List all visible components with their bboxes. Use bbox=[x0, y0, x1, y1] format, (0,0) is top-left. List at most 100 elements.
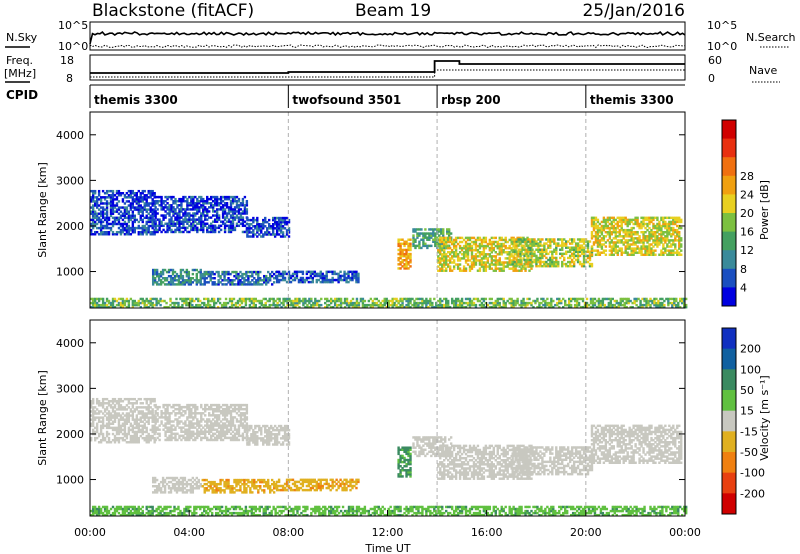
echo-cell bbox=[193, 268, 197, 272]
echo-cell bbox=[432, 228, 435, 231]
echo-cell bbox=[113, 198, 117, 201]
echo-cell bbox=[203, 270, 206, 274]
echo-cell bbox=[217, 281, 220, 284]
echo-cell bbox=[602, 216, 606, 220]
echo-cell bbox=[551, 240, 554, 243]
echo-cell bbox=[223, 195, 227, 199]
echo-cell bbox=[448, 240, 452, 244]
echo-cell bbox=[243, 210, 247, 213]
echo-cell bbox=[125, 422, 129, 426]
echo-cell bbox=[121, 206, 125, 209]
echo-cell bbox=[99, 297, 103, 301]
echo-cell bbox=[113, 206, 117, 209]
echo-cell bbox=[212, 303, 216, 307]
echo-cell bbox=[151, 410, 154, 413]
echo-cell bbox=[448, 269, 452, 272]
echo-cell bbox=[525, 258, 528, 262]
echo-cell bbox=[91, 216, 95, 220]
echo-cell bbox=[535, 256, 538, 260]
echo-cell bbox=[215, 214, 219, 217]
echo-cell bbox=[90, 212, 93, 215]
echo-cell bbox=[619, 303, 622, 307]
echo-cell bbox=[260, 231, 263, 234]
echo-cell bbox=[285, 233, 289, 236]
echo-cell bbox=[125, 412, 129, 415]
echo-cell bbox=[614, 230, 617, 234]
echo-cell bbox=[159, 272, 163, 276]
power-echo-region bbox=[590, 216, 683, 256]
echo-cell bbox=[133, 420, 137, 423]
echo-cell bbox=[199, 283, 202, 286]
echo-cell bbox=[207, 297, 210, 301]
echo-cell bbox=[185, 281, 189, 284]
echo-cell bbox=[637, 297, 640, 301]
echo-cell bbox=[135, 430, 138, 434]
echo-cell bbox=[653, 299, 656, 303]
echo-cell bbox=[411, 303, 414, 307]
echo-cell bbox=[91, 212, 95, 215]
echo-cell bbox=[569, 305, 573, 309]
echo-cell bbox=[111, 220, 115, 224]
echo-cell bbox=[153, 279, 157, 282]
echo-cell bbox=[458, 240, 462, 244]
echo-cell bbox=[630, 251, 633, 254]
echo-cell bbox=[660, 218, 663, 222]
echo-cell bbox=[678, 241, 681, 244]
echo-cell bbox=[519, 252, 522, 256]
echo-cell bbox=[502, 238, 505, 242]
echo-cell bbox=[614, 241, 617, 244]
echo-cell bbox=[539, 262, 542, 266]
echo-cell bbox=[674, 218, 677, 222]
echo-cell bbox=[482, 305, 486, 309]
echo-cell bbox=[127, 301, 131, 305]
echo-cell bbox=[149, 438, 152, 442]
echo-cell bbox=[107, 404, 111, 407]
echo-cell bbox=[331, 272, 334, 276]
echo-cell bbox=[97, 189, 101, 193]
echo-cell bbox=[204, 210, 207, 213]
echo-cell bbox=[447, 244, 450, 248]
echo-cell bbox=[541, 254, 544, 258]
echo-cell bbox=[486, 265, 490, 268]
echo-cell bbox=[141, 189, 144, 193]
echo-cell bbox=[178, 216, 181, 219]
echo-cell bbox=[668, 233, 671, 236]
echo-cell bbox=[447, 246, 450, 250]
echo-cell bbox=[101, 418, 105, 421]
echo-cell bbox=[488, 246, 492, 250]
echo-cell bbox=[662, 251, 665, 254]
echo-cell bbox=[535, 260, 538, 264]
echo-cell bbox=[197, 303, 200, 307]
echo-cell bbox=[612, 249, 615, 252]
echo-cell bbox=[638, 224, 641, 228]
echo-cell bbox=[284, 297, 287, 301]
echo-cell bbox=[209, 202, 213, 205]
echo-cell bbox=[198, 216, 201, 219]
echo-cell bbox=[484, 240, 488, 244]
echo-cell bbox=[646, 247, 649, 250]
echo-cell bbox=[599, 305, 603, 309]
echo-cell bbox=[176, 216, 179, 219]
echo-cell bbox=[207, 305, 210, 309]
echo-cell bbox=[135, 436, 138, 440]
echo-cell bbox=[269, 227, 273, 230]
echo-cell bbox=[521, 240, 524, 243]
echo-cell bbox=[107, 202, 111, 205]
echo-cell bbox=[113, 436, 117, 440]
echo-cell bbox=[154, 199, 157, 203]
echo-cell bbox=[90, 305, 93, 309]
echo-cell bbox=[375, 301, 378, 305]
echo-cell bbox=[275, 274, 279, 278]
echo-cell bbox=[285, 222, 289, 226]
echo-cell bbox=[333, 299, 337, 303]
echo-cell bbox=[176, 424, 179, 427]
echo-cell bbox=[164, 204, 167, 207]
echo-cell bbox=[401, 242, 404, 246]
echo-cell bbox=[260, 229, 263, 232]
echo-cell bbox=[582, 260, 586, 264]
echo-cell bbox=[285, 231, 289, 234]
echo-cell bbox=[160, 204, 163, 207]
echo-cell bbox=[93, 416, 97, 419]
echo-cell bbox=[161, 268, 165, 272]
